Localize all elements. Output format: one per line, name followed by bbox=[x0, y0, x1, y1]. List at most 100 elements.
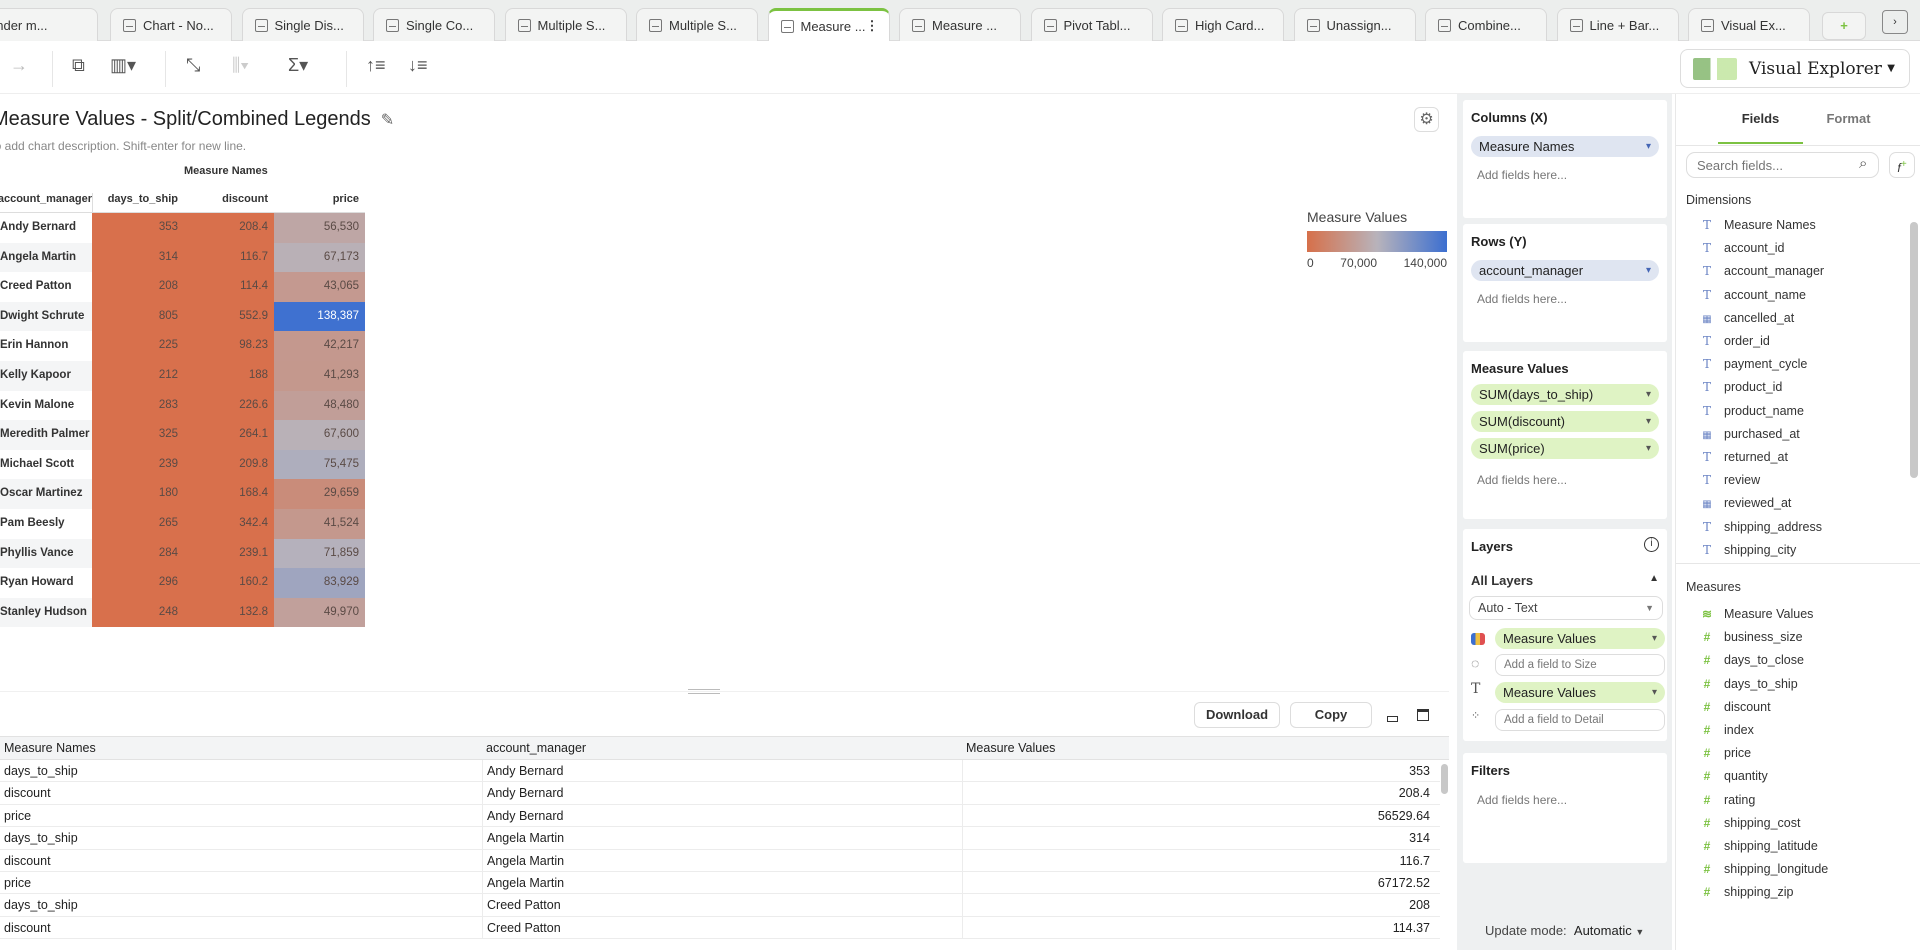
field-item[interactable]: # shipping_zip bbox=[1698, 881, 1794, 904]
field-item[interactable]: # rating bbox=[1698, 789, 1756, 812]
pivot-cell[interactable]: 208.4 bbox=[184, 213, 274, 243]
pivot-cell[interactable]: 226.6 bbox=[184, 390, 274, 421]
add-fields-placeholder[interactable]: Add fields here... bbox=[1477, 292, 1568, 306]
pivot-cell[interactable]: 208 bbox=[92, 272, 184, 302]
update-mode-select[interactable]: Automatic bbox=[1573, 923, 1632, 938]
pivot-cell[interactable]: 325 bbox=[92, 420, 184, 450]
pivot-cell[interactable]: 56,530 bbox=[274, 213, 365, 243]
row-header-cell[interactable]: Phyllis Vance bbox=[0, 538, 92, 569]
field-item[interactable]: # days_to_ship bbox=[1698, 673, 1798, 696]
new-tab-button[interactable]: + bbox=[1822, 12, 1866, 40]
tab-format[interactable]: Format bbox=[1826, 111, 1871, 126]
resize-handle[interactable] bbox=[688, 689, 720, 694]
field-item[interactable]: T Measure Names bbox=[1698, 214, 1816, 237]
rows-pill[interactable]: account_manager bbox=[1471, 260, 1659, 281]
pivot-cell[interactable]: 239.1 bbox=[184, 538, 274, 569]
edit-pencil-icon[interactable]: ✎ bbox=[380, 112, 395, 129]
pivot-cell[interactable]: 264.1 bbox=[184, 420, 274, 450]
field-item[interactable]: # price bbox=[1698, 742, 1751, 765]
panel-splitter[interactable] bbox=[0, 691, 1449, 692]
columns-shelf[interactable]: Columns (X) Measure Names Add fields her… bbox=[1463, 100, 1667, 218]
pivot-cell[interactable]: 43,065 bbox=[274, 272, 365, 302]
fit-icon[interactable]: ⫼▾ bbox=[232, 55, 250, 75]
table-row[interactable]: price Andy Bernard 56529.64 bbox=[0, 804, 1440, 828]
pivot-cell[interactable]: 552.9 bbox=[184, 301, 274, 332]
pivot-cell[interactable]: 805 bbox=[92, 301, 184, 332]
table-row[interactable]: days_to_ship Andy Bernard 353 bbox=[0, 760, 1440, 783]
text-pill[interactable]: Measure Values bbox=[1495, 682, 1665, 703]
sort-descending-icon[interactable]: ↓≡ bbox=[408, 55, 428, 75]
chart-title[interactable]: Measure Values - Split/Combined Legends ✎ bbox=[0, 108, 394, 131]
pivot-cell[interactable]: 209.8 bbox=[184, 449, 274, 480]
rows-shelf[interactable]: Rows (Y) account_manager Add fields here… bbox=[1463, 224, 1667, 342]
panel-toggle-icon[interactable]: › bbox=[1882, 10, 1908, 34]
pivot-cell[interactable]: 212 bbox=[92, 361, 184, 391]
pivot-cell[interactable]: 132.8 bbox=[184, 597, 274, 628]
field-item[interactable]: ▦ cancelled_at bbox=[1698, 307, 1794, 330]
row-header-cell[interactable]: Pam Beesly bbox=[0, 509, 92, 539]
add-fields-placeholder[interactable]: Add fields here... bbox=[1477, 793, 1568, 807]
maximize-icon[interactable] bbox=[1417, 709, 1429, 721]
pivot-cell[interactable]: 48,480 bbox=[274, 390, 365, 421]
measure-pill[interactable]: SUM(days_to_ship) bbox=[1471, 384, 1659, 405]
pivot-cell[interactable]: 114.4 bbox=[184, 272, 274, 302]
minimize-icon[interactable] bbox=[1387, 716, 1398, 722]
pivot-cell[interactable]: 138,387 bbox=[274, 301, 365, 332]
row-header-cell[interactable]: Dwight Schrute bbox=[0, 301, 92, 332]
filters-shelf[interactable]: Filters Add fields here... bbox=[1463, 753, 1667, 863]
field-item[interactable]: # business_size bbox=[1698, 626, 1803, 649]
column-header[interactable]: Measure Values bbox=[966, 741, 1056, 755]
mode-selector[interactable]: Visual Explorer ▼ bbox=[1680, 49, 1910, 88]
search-icon[interactable]: ⌕ bbox=[1859, 155, 1868, 172]
pivot-cell[interactable]: 353 bbox=[92, 213, 184, 243]
pivot-cell[interactable]: 168.4 bbox=[184, 479, 274, 509]
field-item[interactable]: # days_to_close bbox=[1698, 649, 1804, 672]
pivot-cell[interactable]: 225 bbox=[92, 331, 184, 361]
tab[interactable]: Pivot Tabl... bbox=[1030, 8, 1153, 41]
pivot-cell[interactable]: 342.4 bbox=[184, 509, 274, 539]
tab[interactable]: Measure ... ⋮ bbox=[767, 8, 890, 41]
pivot-cell[interactable]: 75,475 bbox=[274, 449, 365, 480]
tab[interactable]: High Card... bbox=[1162, 8, 1284, 41]
pivot-cell[interactable]: 41,524 bbox=[274, 509, 365, 539]
info-icon[interactable]: i bbox=[1644, 537, 1659, 552]
detail-slot[interactable]: Add a field to Detail bbox=[1495, 709, 1665, 731]
column-header[interactable]: days_to_ship bbox=[92, 193, 184, 213]
tab[interactable]: Chart - No... bbox=[110, 8, 232, 41]
pivot-cell[interactable]: 42,217 bbox=[274, 331, 365, 361]
sort-ascending-icon[interactable]: ↑≡ bbox=[366, 55, 386, 75]
pivot-cell[interactable]: 71,859 bbox=[274, 538, 365, 569]
tab[interactable]: Unassign... bbox=[1293, 8, 1416, 41]
table-row[interactable]: days_to_ship Creed Patton 208 bbox=[0, 894, 1440, 917]
search-fields-input[interactable] bbox=[1686, 152, 1879, 178]
tab-fields[interactable]: Fields bbox=[1718, 94, 1803, 144]
download-button[interactable]: Download bbox=[1194, 702, 1280, 728]
columns-pill[interactable]: Measure Names bbox=[1471, 136, 1659, 157]
column-header[interactable]: account_manager bbox=[486, 741, 587, 755]
tab[interactable]: Line + Bar... bbox=[1556, 8, 1679, 41]
field-item[interactable]: # quantity bbox=[1698, 765, 1768, 788]
dimensions-scrollbar[interactable] bbox=[1910, 222, 1918, 478]
add-calculated-field-icon[interactable]: f+ bbox=[1889, 152, 1915, 178]
field-item[interactable]: ▦ reviewed_at bbox=[1698, 492, 1791, 515]
pivot-cell[interactable]: 296 bbox=[92, 568, 184, 598]
gear-icon[interactable]: ⚙ bbox=[1414, 107, 1439, 132]
measure-values-shelf[interactable]: Measure Values SUM(days_to_ship) SUM(dis… bbox=[1463, 351, 1667, 519]
tab[interactable]: Multiple S... bbox=[636, 8, 758, 41]
sigma-icon[interactable]: Σ▾ bbox=[288, 55, 309, 75]
row-header-cell[interactable]: Oscar Martinez bbox=[0, 479, 92, 509]
add-fields-placeholder[interactable]: Add fields here... bbox=[1477, 168, 1568, 182]
row-header-cell[interactable]: Creed Patton bbox=[0, 272, 92, 302]
pivot-cell[interactable]: 314 bbox=[92, 242, 184, 273]
chart-description[interactable]: Click to add chart description. Shift-en… bbox=[0, 139, 246, 153]
field-item[interactable]: # shipping_longitude bbox=[1698, 858, 1829, 881]
